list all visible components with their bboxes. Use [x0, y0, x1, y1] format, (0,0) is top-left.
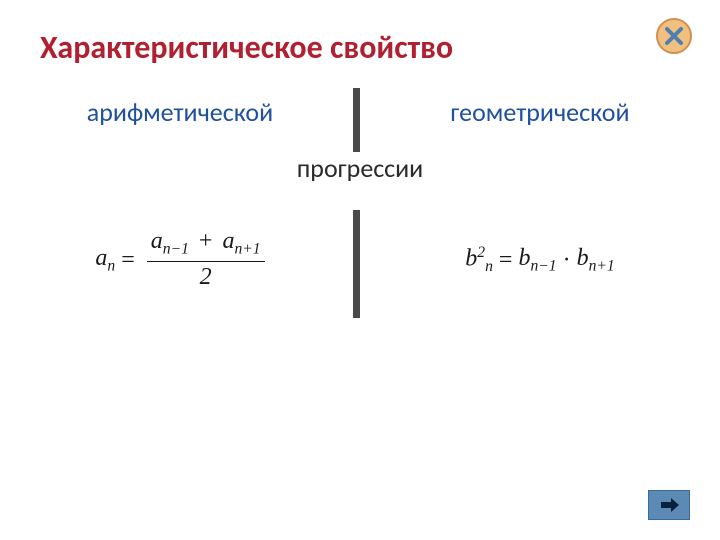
divider-top — [353, 88, 360, 152]
subhead-right: геометрической — [360, 96, 720, 146]
close-icon — [663, 25, 685, 47]
formula-row: an = an−1 + an+1 2 b2n = bn−1 · bn+1 — [0, 220, 720, 300]
arrow-right-icon — [659, 498, 679, 512]
next-button[interactable] — [648, 490, 690, 520]
mid-label: прогрессии — [0, 152, 720, 184]
formula-right: b2n = bn−1 · bn+1 — [360, 220, 720, 300]
close-button[interactable] — [656, 18, 692, 54]
page-title: Характеристическое свойство — [40, 28, 453, 67]
subhead-row: арифметической геометрической — [0, 96, 720, 146]
subhead-left: арифметической — [0, 96, 360, 146]
formula-left: an = an−1 + an+1 2 — [0, 220, 360, 300]
